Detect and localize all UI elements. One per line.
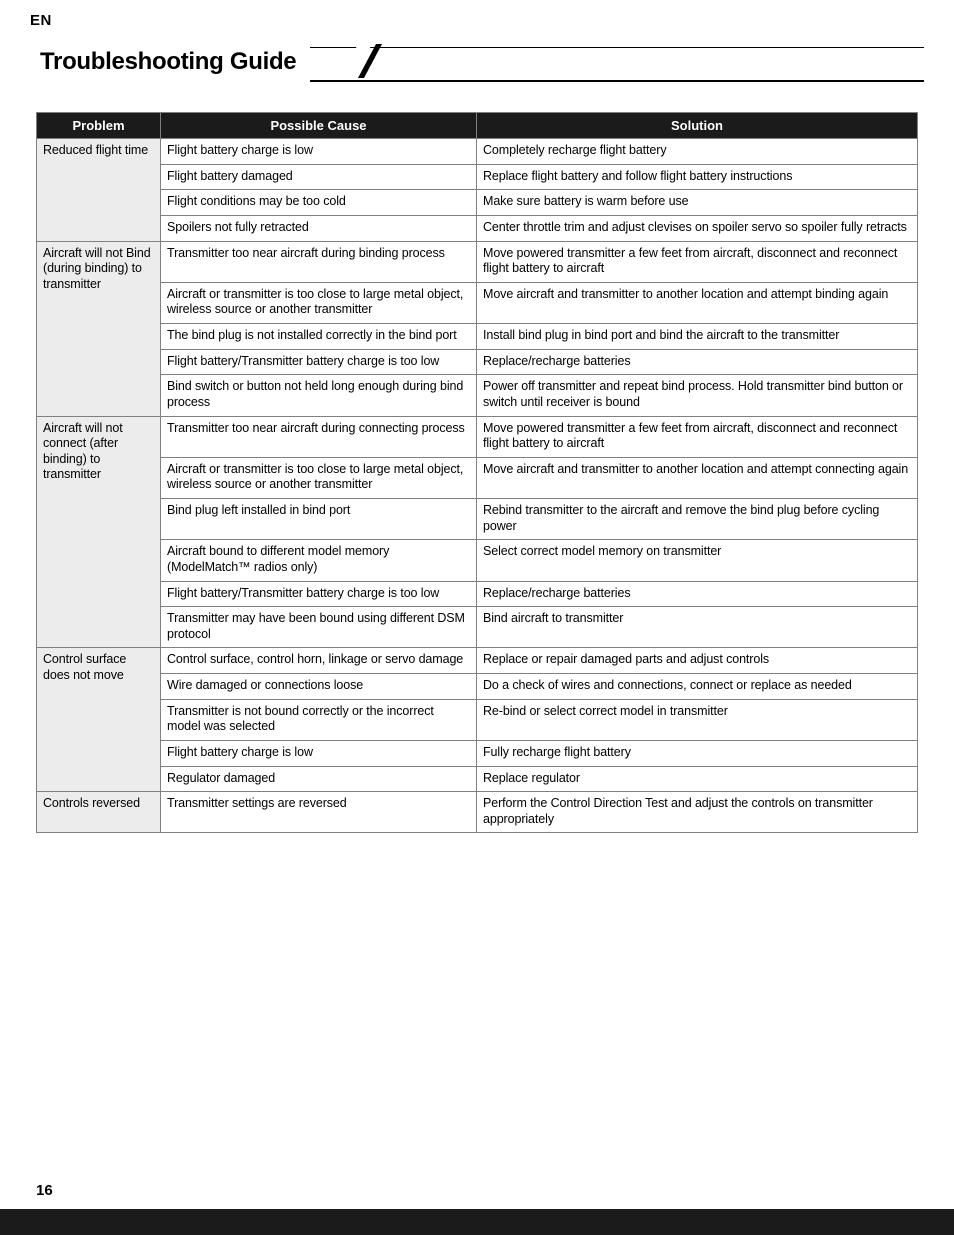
header-slash-decoration [340,44,410,86]
cell-cause: Flight conditions may be too cold [161,190,477,216]
cell-solution: Bind aircraft to transmitter [477,607,918,648]
cell-solution: Replace flight battery and follow flight… [477,164,918,190]
table-row: Aircraft or transmitter is too close to … [37,457,918,498]
cell-problem: Aircraft will not connect (after binding… [37,416,161,648]
table-row: Flight battery damagedReplace flight bat… [37,164,918,190]
cell-cause: Bind switch or button not held long enou… [161,375,477,416]
cell-cause: Regulator damaged [161,766,477,792]
cell-cause: Control surface, control horn, linkage o… [161,648,477,674]
cell-solution: Completely recharge flight battery [477,139,918,165]
section-header: Troubleshooting Guide [30,48,924,82]
cell-cause: Flight battery charge is low [161,139,477,165]
footer-bar [0,1209,954,1235]
cell-solution: Re-bind or select correct model in trans… [477,699,918,740]
cell-problem: Control surface does not move [37,648,161,792]
table-row: Reduced flight timeFlight battery charge… [37,139,918,165]
cell-solution: Center throttle trim and adjust clevises… [477,215,918,241]
table-row: Transmitter is not bound correctly or th… [37,699,918,740]
table-row: The bind plug is not installed correctly… [37,324,918,350]
cell-solution: Power off transmitter and repeat bind pr… [477,375,918,416]
table-row: Bind plug left installed in bind portReb… [37,499,918,540]
col-header-problem: Problem [37,113,161,139]
table-row: Aircraft bound to different model memory… [37,540,918,581]
cell-cause: Aircraft or transmitter is too close to … [161,282,477,323]
cell-cause: Flight battery damaged [161,164,477,190]
cell-solution: Rebind transmitter to the aircraft and r… [477,499,918,540]
table-row: Flight conditions may be too coldMake su… [37,190,918,216]
cell-solution: Perform the Control Direction Test and a… [477,792,918,833]
cell-cause: Flight battery/Transmitter battery charg… [161,581,477,607]
table-header-row: Problem Possible Cause Solution [37,113,918,139]
troubleshooting-table: Problem Possible Cause Solution Reduced … [36,112,918,833]
language-code: EN [30,12,924,29]
section-title: Troubleshooting Guide [40,48,296,76]
cell-cause: The bind plug is not installed correctly… [161,324,477,350]
cell-cause: Bind plug left installed in bind port [161,499,477,540]
cell-cause: Transmitter may have been bound using di… [161,607,477,648]
table-row: Spoilers not fully retractedCenter throt… [37,215,918,241]
table-row: Aircraft will not Bind (during binding) … [37,241,918,282]
cell-solution: Move powered transmitter a few feet from… [477,416,918,457]
cell-cause: Wire damaged or connections loose [161,674,477,700]
table-row: Controls reversedTransmitter settings ar… [37,792,918,833]
col-header-cause: Possible Cause [161,113,477,139]
page-number: 16 [36,1182,53,1199]
cell-solution: Replace/recharge batteries [477,581,918,607]
cell-solution: Replace regulator [477,766,918,792]
cell-solution: Install bind plug in bind port and bind … [477,324,918,350]
table-row: Flight battery charge is lowFully rechar… [37,740,918,766]
table-row: Regulator damagedReplace regulator [37,766,918,792]
cell-solution: Move powered transmitter a few feet from… [477,241,918,282]
table-row: Flight battery/Transmitter battery charg… [37,581,918,607]
cell-solution: Select correct model memory on transmitt… [477,540,918,581]
cell-solution: Move aircraft and transmitter to another… [477,282,918,323]
cell-cause: Aircraft or transmitter is too close to … [161,457,477,498]
cell-solution: Fully recharge flight battery [477,740,918,766]
table-row: Wire damaged or connections looseDo a ch… [37,674,918,700]
cell-solution: Replace/recharge batteries [477,349,918,375]
cell-cause: Spoilers not fully retracted [161,215,477,241]
cell-problem: Aircraft will not Bind (during binding) … [37,241,161,416]
cell-problem: Reduced flight time [37,139,161,242]
table-row: Transmitter may have been bound using di… [37,607,918,648]
cell-cause: Flight battery/Transmitter battery charg… [161,349,477,375]
cell-solution: Move aircraft and transmitter to another… [477,457,918,498]
cell-solution: Make sure battery is warm before use [477,190,918,216]
cell-cause: Transmitter too near aircraft during bin… [161,241,477,282]
table-row: Bind switch or button not held long enou… [37,375,918,416]
cell-cause: Transmitter too near aircraft during con… [161,416,477,457]
cell-cause: Aircraft bound to different model memory… [161,540,477,581]
table-row: Flight battery/Transmitter battery charg… [37,349,918,375]
cell-solution: Replace or repair damaged parts and adju… [477,648,918,674]
cell-problem: Controls reversed [37,792,161,833]
col-header-solution: Solution [477,113,918,139]
cell-solution: Do a check of wires and connections, con… [477,674,918,700]
table-row: Aircraft or transmitter is too close to … [37,282,918,323]
cell-cause: Transmitter settings are reversed [161,792,477,833]
cell-cause: Flight battery charge is low [161,740,477,766]
table-row: Control surface does not moveControl sur… [37,648,918,674]
table-row: Aircraft will not connect (after binding… [37,416,918,457]
cell-cause: Transmitter is not bound correctly or th… [161,699,477,740]
